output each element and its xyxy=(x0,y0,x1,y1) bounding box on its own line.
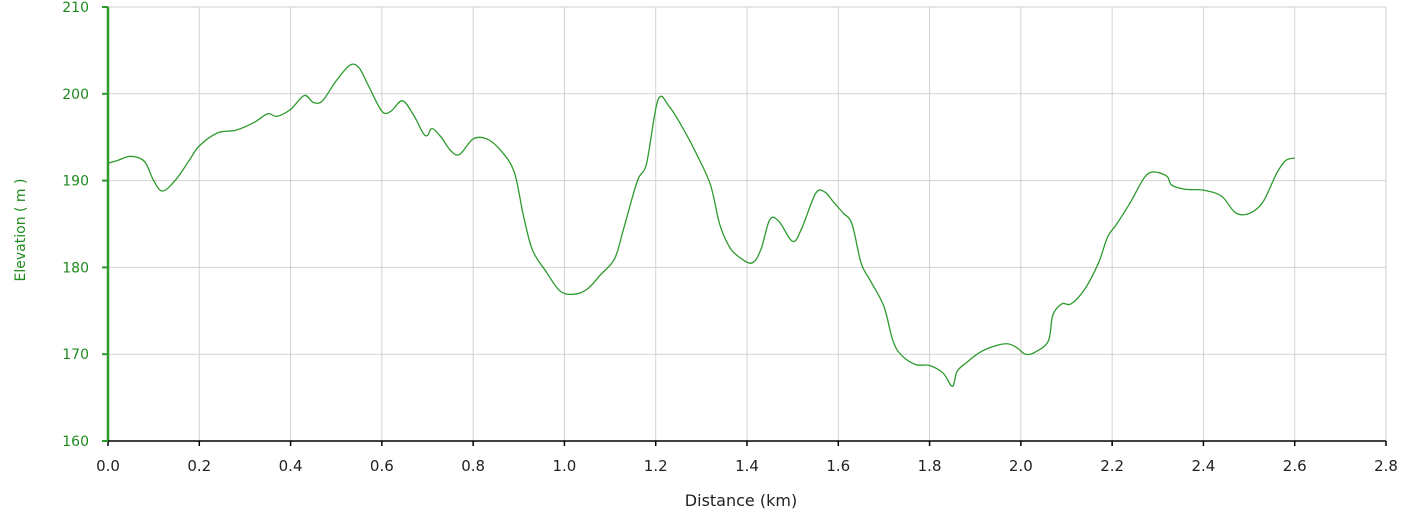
y-tick-label: 180 xyxy=(62,260,89,276)
x-tick-label: 2.8 xyxy=(1374,457,1398,475)
x-tick-label: 1.4 xyxy=(735,457,759,475)
grid-lines xyxy=(108,7,1386,441)
x-tick-label: 0.6 xyxy=(370,457,394,475)
x-tick-label: 0.8 xyxy=(461,457,485,475)
x-tick-label: 0.0 xyxy=(96,457,120,475)
y-axis-tick-labels: 160 170 180 190 200 210 xyxy=(62,0,89,450)
x-tick-label: 2.0 xyxy=(1009,457,1033,475)
series-group xyxy=(107,63,1295,387)
x-tick-label: 1.8 xyxy=(918,457,942,475)
y-tick-label: 200 xyxy=(62,87,89,103)
x-tick-label: 1.2 xyxy=(644,457,668,475)
x-tick-label: 1.0 xyxy=(552,457,576,475)
x-tick-label: 1.6 xyxy=(826,457,850,475)
x-tick-label: 0.4 xyxy=(279,457,303,475)
y-tick-label: 190 xyxy=(62,174,89,190)
x-tick-label: 2.2 xyxy=(1100,457,1124,475)
x-tick-label: 2.6 xyxy=(1283,457,1307,475)
x-tick-label: 2.4 xyxy=(1191,457,1215,475)
y-axis-label: Elevation ( m ) xyxy=(13,179,29,282)
y-tick-label: 170 xyxy=(62,347,89,363)
axes xyxy=(102,6,1387,446)
x-axis-tick-labels: 0.0 0.2 0.4 0.6 0.8 1.0 1.2 1.4 1.6 1.8 2.0 2.2 2.4 2… xyxy=(96,457,1398,475)
x-axis-label: Distance (km) xyxy=(685,491,797,510)
x-tick-label: 0.2 xyxy=(187,457,211,475)
y-tick-label: 210 xyxy=(62,0,89,16)
elevation-series-line xyxy=(107,63,1295,387)
y-tick-label: 160 xyxy=(62,434,89,450)
